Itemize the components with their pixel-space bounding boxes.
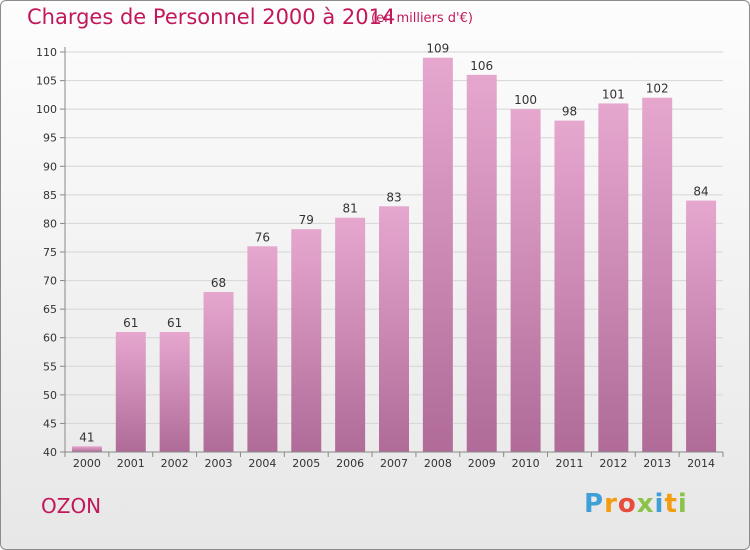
y-tick-label: 40 (43, 446, 57, 459)
logo-letter: r (604, 489, 618, 519)
chart-unit: (en milliers d'€) (371, 11, 473, 26)
logo-letter: i (654, 489, 665, 519)
x-tick-label: 2007 (380, 457, 408, 470)
x-tick-label: 2009 (468, 457, 496, 470)
y-tick-label: 60 (43, 332, 57, 345)
x-tick-label: 2014 (687, 457, 715, 470)
y-tick-label: 105 (36, 75, 57, 88)
x-tick-label: 2003 (205, 457, 233, 470)
data-label: 84 (693, 185, 708, 199)
data-label: 41 (79, 430, 94, 444)
chart-title: Charges de Personnel 2000 à 2014 (27, 5, 396, 29)
x-tick-label: 2011 (555, 457, 583, 470)
y-tick-label: 45 (43, 417, 57, 430)
logo-letter: P (584, 489, 605, 519)
x-tick-label: 2001 (117, 457, 145, 470)
x-tick-label: 2002 (161, 457, 189, 470)
data-label: 76 (255, 230, 270, 244)
commune-name: OZON (41, 494, 102, 518)
logo-letter: i (677, 489, 688, 519)
x-tick-label: 2005 (292, 457, 320, 470)
data-label: 98 (562, 105, 577, 119)
bar-2009 (466, 74, 497, 452)
bar-2002 (159, 332, 190, 452)
data-label: 61 (123, 316, 138, 330)
logo-letter: t (664, 489, 678, 519)
data-label: 61 (167, 316, 182, 330)
labels: 2000 41 2001 61 2002 61 2003 68 2004 76 2005 79 2006… (73, 42, 715, 470)
data-label: 106 (470, 59, 493, 73)
bar-2012 (598, 103, 629, 452)
data-label: 68 (211, 276, 226, 290)
y-tick-label: 110 (36, 46, 57, 59)
bar-2013 (642, 97, 673, 452)
data-label: 79 (299, 213, 314, 227)
bar-2003 (203, 292, 234, 452)
logo-letter: x (636, 489, 655, 519)
x-tick-label: 2004 (248, 457, 276, 470)
y-tick-label: 70 (43, 275, 57, 288)
x-tick-label: 2012 (599, 457, 627, 470)
bar-2011 (554, 120, 585, 453)
y-tick-label: 85 (43, 189, 57, 202)
y-tick-label: 55 (43, 360, 57, 373)
bars (71, 57, 717, 453)
x-tick-label: 2013 (643, 457, 671, 470)
proxiti-logo: Proxiti (584, 489, 688, 519)
x-tick-label: 2010 (512, 457, 540, 470)
data-label: 81 (342, 202, 357, 216)
y-tick-label: 100 (36, 103, 57, 116)
y-tick-label: 65 (43, 303, 57, 316)
y-tick-label: 90 (43, 160, 57, 173)
x-tick-label: 2000 (73, 457, 101, 470)
axes: 40 45 50 55 60 65 70 75 80 85 90 95 100 105 110 (36, 46, 724, 459)
bar-2014 (686, 200, 717, 452)
bar-2005 (291, 229, 322, 452)
y-tick-label: 50 (43, 389, 57, 402)
y-tick-label: 80 (43, 217, 57, 230)
data-label: 83 (386, 190, 401, 204)
x-tick-label: 2008 (424, 457, 452, 470)
data-label: 101 (602, 87, 625, 101)
bar-2010 (510, 109, 541, 453)
bar-2008 (422, 57, 453, 452)
data-label: 109 (426, 42, 449, 56)
bar-2004 (247, 246, 278, 452)
bar-2000 (71, 446, 102, 452)
bar-2001 (115, 332, 146, 452)
y-tick-label: 95 (43, 132, 57, 145)
bar-2006 (335, 217, 366, 452)
x-tick-label: 2006 (336, 457, 364, 470)
data-label: 102 (646, 82, 669, 96)
bar-2007 (379, 206, 409, 452)
logo-letter: o (617, 489, 637, 519)
data-label: 100 (514, 93, 537, 107)
y-tick-label: 75 (43, 246, 57, 259)
